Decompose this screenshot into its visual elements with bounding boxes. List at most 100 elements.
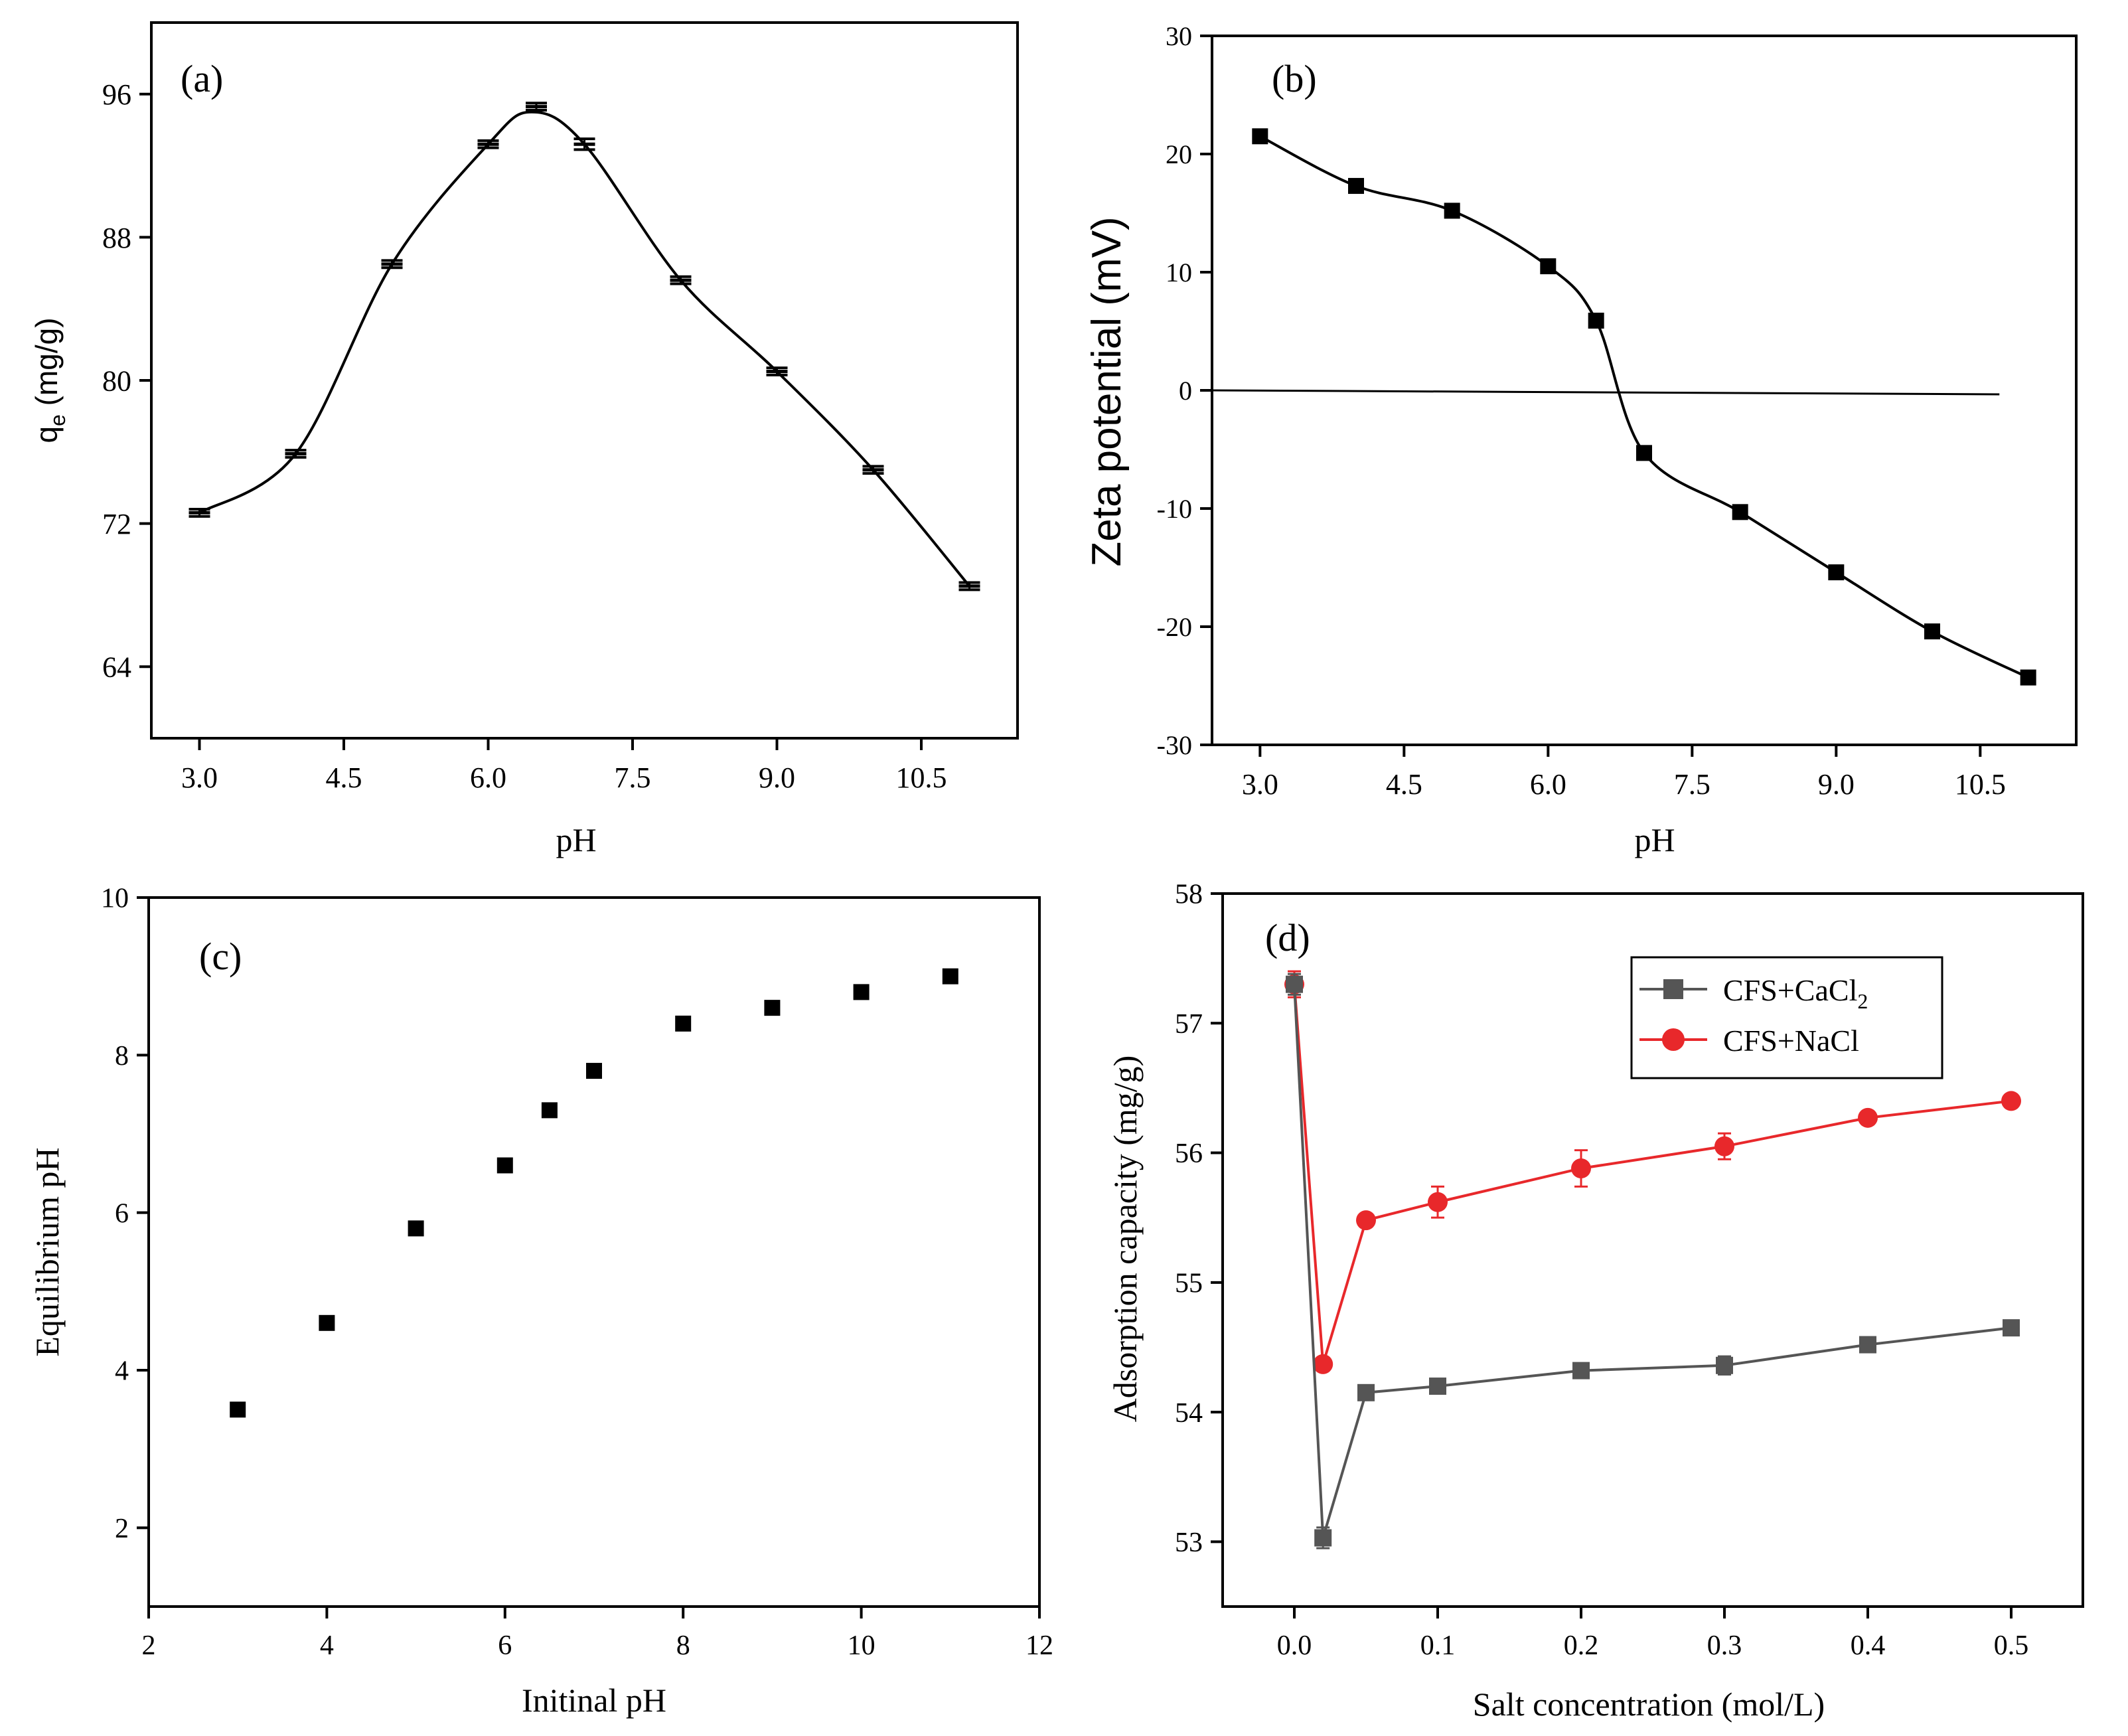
panel-a-y-axis-label: qe (mg/g) (29, 317, 70, 443)
y-tick-label: 64 (102, 651, 131, 684)
y-tick-label: -20 (1157, 612, 1192, 642)
x-tick-label: 4.5 (1386, 768, 1422, 801)
data-point (1828, 564, 1845, 581)
y-tick-label: 4 (115, 1356, 129, 1387)
data-point (942, 968, 958, 985)
x-tick-label: 12 (1026, 1630, 1053, 1661)
legend-marker-nacl (1662, 1028, 1685, 1051)
legend-label-cacl2-sub: 2 (1857, 989, 1868, 1013)
panel-a-x-ticks: 3.0 4.5 6.0 7.5 9.0 10.5 (181, 738, 947, 794)
data-point (1313, 1354, 1333, 1374)
legend-label-cacl2: CFS+CaCl2 (1723, 973, 1868, 1013)
y-tick-label: 96 (102, 78, 131, 111)
data-point (1716, 1356, 1733, 1374)
x-tick-label: 3.0 (1242, 768, 1278, 801)
data-point (408, 1220, 424, 1237)
panel-c-x-ticks: 2 4 6 8 10 12 (142, 1607, 1053, 1661)
x-tick-label: 10 (848, 1630, 875, 1661)
panel-b-zero-line (1211, 389, 2000, 396)
panel-b-label: (b) (1272, 57, 1317, 100)
data-point (1571, 1158, 1591, 1178)
legend-label-cacl2-main: CFS+CaCl (1723, 973, 1857, 1007)
panel-d: 0.0 0.1 0.2 0.3 0.4 0.5 53 54 55 56 57 58 (d) Salt… (1106, 880, 2084, 1723)
data-point (2020, 669, 2036, 686)
x-tick-label: 0.1 (1420, 1630, 1456, 1661)
data-point (1348, 178, 1364, 195)
y-tick-label: 58 (1175, 880, 1203, 910)
y-tick-label: 8 (115, 1041, 129, 1071)
panel-b-fit-curve (1259, 135, 2029, 679)
y-tick-label: 20 (1166, 139, 1192, 169)
panel-b-y-axis-label: Zeta potential (mV) (1084, 216, 1130, 566)
panel-d-legend: CFS+CaCl2 CFS+NaCl (1630, 956, 1943, 1079)
panel-d-x-axis-label: Salt concentration (mol/L) (1473, 1686, 1825, 1723)
panel-a-fit-curve (198, 110, 971, 588)
y-tick-label: 2 (115, 1514, 129, 1544)
data-point (2001, 1091, 2021, 1111)
panel-c-x-axis-label: Initinal pH (522, 1682, 666, 1719)
panel-d-label: (d) (1265, 916, 1310, 959)
x-tick-label: 4.5 (326, 761, 362, 794)
panel-d-legend-box (1630, 956, 1943, 1079)
y-tick-label: -30 (1157, 730, 1192, 760)
x-tick-label: 6 (498, 1630, 512, 1661)
data-point (1444, 202, 1460, 219)
data-point (586, 1063, 602, 1079)
panel-c-points (230, 968, 958, 1418)
panel-d-y-axis-label: Adsorption capacity (mg/g) (1106, 1056, 1144, 1423)
panel-a-y-axis-label-rest: (mg/g) (29, 317, 64, 414)
data-point (1357, 1383, 1375, 1401)
data-point (541, 1102, 558, 1119)
y-tick-label: -10 (1157, 494, 1192, 524)
panel-d-frame (1221, 892, 2084, 1608)
legend-marker-cacl2 (1663, 979, 1683, 999)
x-tick-label: 0.0 (1277, 1630, 1312, 1661)
x-tick-label: 9.0 (1818, 768, 1855, 801)
panel-c-frame (147, 896, 1041, 1608)
series-line (1293, 984, 2012, 1539)
x-tick-label: 3.0 (181, 761, 218, 794)
panel-b-x-axis-label: pH (1634, 821, 1675, 858)
series-line (1293, 984, 2012, 1365)
panel-a: 3.0 4.5 6.0 7.5 9.0 10.5 64 72 80 88 96 (a) pH qe… (29, 21, 1019, 858)
x-tick-label: 10.5 (1955, 768, 2006, 801)
data-point (1252, 128, 1268, 145)
data-point (1732, 504, 1748, 520)
data-point (1858, 1107, 1878, 1128)
y-tick-label: 57 (1175, 1009, 1203, 1040)
x-tick-label: 2 (142, 1630, 156, 1661)
y-tick-label: 88 (102, 222, 131, 254)
data-point (1429, 1378, 1446, 1395)
data-point (1540, 258, 1557, 275)
panel-d-y-ticks: 53 54 55 56 57 58 (1175, 880, 1223, 1558)
panel-a-label: (a) (181, 57, 223, 100)
panel-c-y-ticks: 2 4 6 8 10 (101, 884, 149, 1544)
panel-a-points (189, 102, 980, 592)
data-point (853, 984, 870, 1000)
panel-c-label: (c) (199, 935, 242, 978)
y-tick-label: 72 (102, 508, 131, 540)
data-point (1636, 445, 1652, 461)
panel-d-x-ticks: 0.0 0.1 0.2 0.3 0.4 0.5 (1277, 1607, 2029, 1661)
data-point (319, 1314, 335, 1331)
x-tick-label: 0.4 (1851, 1630, 1886, 1661)
data-point (1314, 1529, 1332, 1547)
x-tick-label: 7.5 (615, 761, 651, 794)
data-point (1588, 312, 1604, 329)
data-point (230, 1401, 246, 1418)
x-tick-label: 0.5 (1994, 1630, 2029, 1661)
data-point (1286, 975, 1303, 993)
panel-a-y-axis-label-main: q (29, 426, 64, 443)
y-tick-label: 53 (1175, 1528, 1203, 1558)
y-tick-label: 6 (115, 1198, 129, 1229)
panel-a-y-axis-label-sub: e (46, 414, 70, 426)
y-tick-label: 55 (1175, 1269, 1203, 1299)
data-point (2003, 1319, 2020, 1337)
data-point (675, 1015, 692, 1032)
x-tick-label: 6.0 (470, 761, 506, 794)
y-tick-label: 54 (1175, 1398, 1203, 1429)
data-point (1924, 623, 1940, 640)
data-point (764, 1000, 781, 1016)
x-tick-label: 6.0 (1530, 768, 1566, 801)
